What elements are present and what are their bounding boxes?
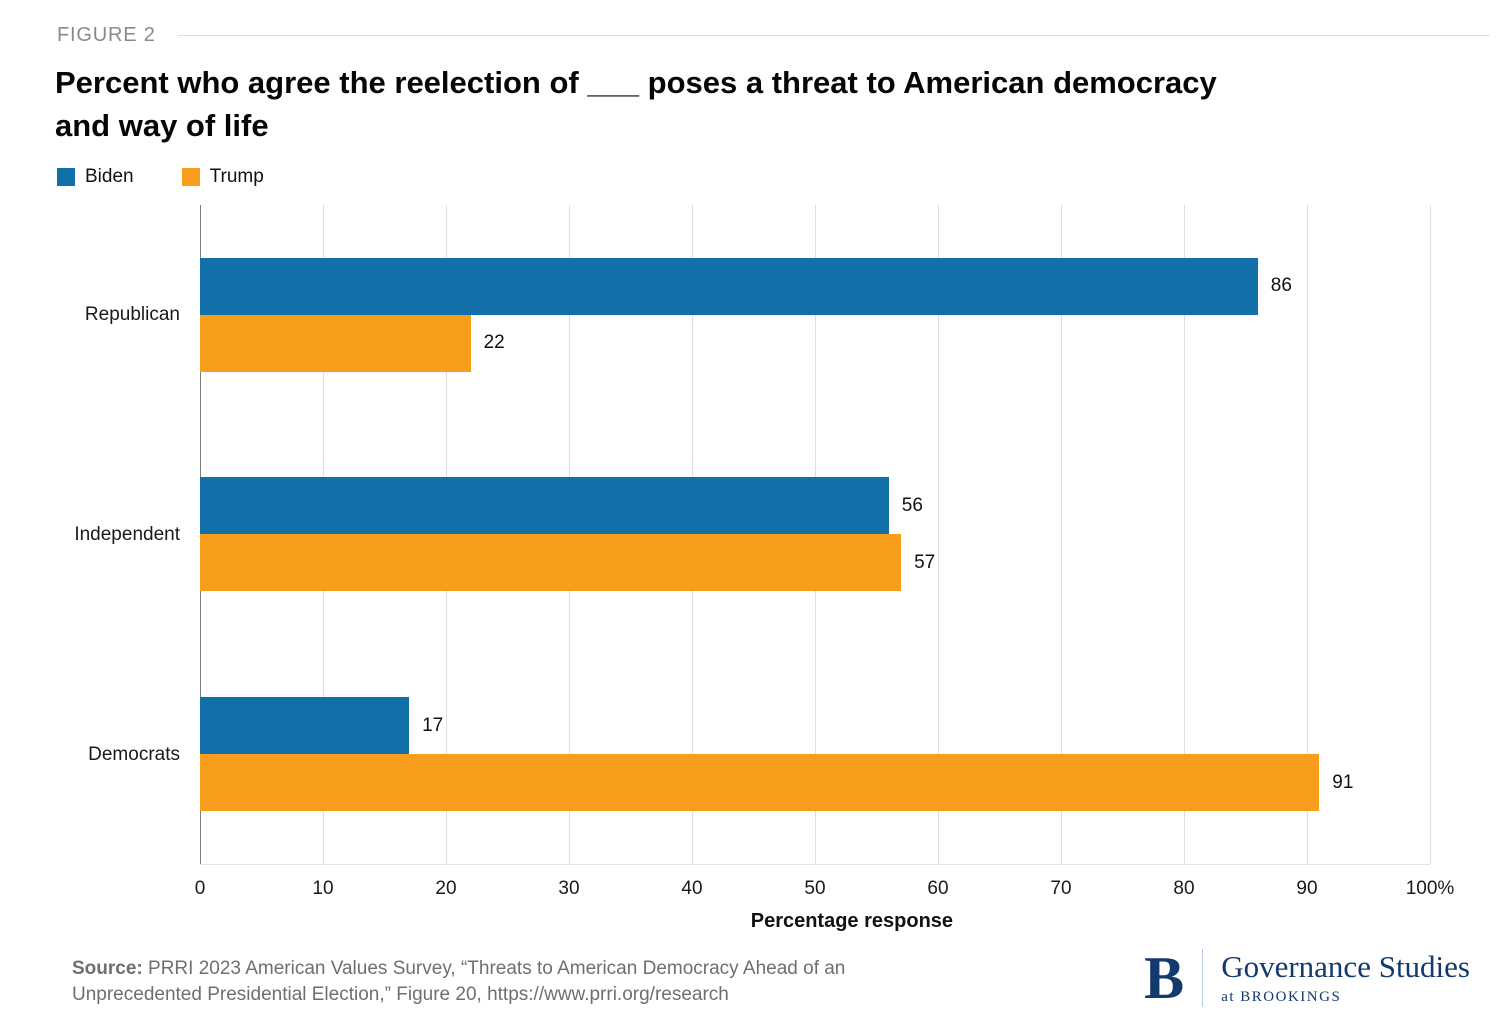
bar-trump-independent bbox=[200, 534, 902, 592]
bar-row: 17 bbox=[200, 697, 1430, 755]
x-tick-label: 50 bbox=[804, 878, 826, 899]
logo-subtitle: at BROOKINGS bbox=[1221, 988, 1342, 1005]
x-tick-label: 100% bbox=[1405, 878, 1455, 899]
bar-group-republican: 86 22 bbox=[200, 257, 1430, 372]
bar-row: 86 bbox=[200, 257, 1430, 315]
x-tick-label: 40 bbox=[681, 878, 703, 899]
x-tick-label: 70 bbox=[1050, 878, 1072, 899]
plot-area: 86 22 56 57 17 91 Percentage response 0 10 20 30… bbox=[195, 205, 1454, 932]
x-tick-label: 20 bbox=[435, 878, 457, 899]
x-tick-label: 60 bbox=[927, 878, 949, 899]
bar-group-independent: 56 57 bbox=[200, 477, 1430, 592]
logo-text: Governance Studies at BROOKINGS bbox=[1221, 950, 1470, 1005]
chart-title: Percent who agree the reelection of ___ … bbox=[55, 65, 1217, 143]
legend-item-trump: Trump bbox=[181, 166, 264, 188]
source-note: Source: PRRI 2023 American Values Survey… bbox=[72, 956, 1002, 1008]
legend: Biden Trump bbox=[57, 166, 264, 188]
category-label-democrats: Democrats bbox=[88, 744, 180, 765]
x-axis-label: Percentage response bbox=[750, 910, 954, 932]
bar-biden-democrats bbox=[200, 697, 410, 755]
bar-value-label: 91 bbox=[1332, 771, 1354, 793]
legend-label: Trump bbox=[209, 166, 264, 187]
bar-row: 22 bbox=[200, 314, 1430, 372]
bar-value-label: 17 bbox=[422, 714, 444, 736]
bar-biden-independent bbox=[200, 477, 889, 535]
bar-chart: Republican Independent Democrats 86 22 56 57 1… bbox=[0, 205, 1500, 932]
source-line1: PRRI 2023 American Values Survey, “Threa… bbox=[142, 958, 846, 979]
legend-swatch bbox=[181, 168, 200, 186]
gridline bbox=[1061, 205, 1062, 864]
category-label-independent: Independent bbox=[74, 524, 180, 545]
bar-group-democrats: 17 91 bbox=[200, 697, 1430, 812]
x-tick-label: 80 bbox=[1173, 878, 1195, 899]
gridline bbox=[1307, 205, 1308, 864]
bar-row: 57 bbox=[200, 534, 1430, 592]
source-line2: Unprecedented Presidential Election,” Fi… bbox=[72, 984, 729, 1006]
legend-item-biden: Biden bbox=[57, 166, 134, 188]
bar-trump-democrats bbox=[200, 754, 1320, 812]
gridline bbox=[1430, 205, 1431, 864]
x-tick-label: 10 bbox=[312, 878, 334, 899]
bar-value-label: 86 bbox=[1270, 275, 1292, 297]
category-label-republican: Republican bbox=[84, 304, 180, 325]
bar-trump-republican bbox=[200, 314, 471, 372]
x-tick-label: 0 bbox=[194, 878, 206, 899]
figure-rule bbox=[177, 35, 1490, 36]
bar-row: 91 bbox=[200, 754, 1430, 812]
bar-value-label: 56 bbox=[901, 494, 923, 516]
legend-label: Biden bbox=[85, 166, 134, 187]
bar-groups: 86 22 56 57 17 91 bbox=[200, 205, 1430, 864]
logo-divider bbox=[1202, 949, 1204, 1007]
logo-name: Governance Studies bbox=[1221, 949, 1470, 985]
figure-header: FIGURE 2 bbox=[57, 24, 1490, 47]
gridline bbox=[938, 205, 939, 864]
figure-label: FIGURE 2 bbox=[57, 24, 156, 46]
brookings-logo: B Governance Studies at BROOKINGS bbox=[1144, 948, 1470, 1008]
category-axis: Republican Independent Democrats bbox=[0, 205, 200, 865]
source-prefix: Source: bbox=[72, 958, 143, 979]
bar-biden-republican bbox=[200, 257, 1258, 315]
bar-value-label: 22 bbox=[483, 332, 505, 354]
brookings-b-mark: B bbox=[1144, 945, 1185, 1011]
gridline bbox=[1184, 205, 1185, 864]
x-tick-label: 90 bbox=[1296, 878, 1318, 899]
legend-swatch bbox=[57, 168, 75, 186]
x-tick-label: 30 bbox=[558, 878, 580, 899]
bar-row: 56 bbox=[200, 477, 1430, 535]
bar-value-label: 57 bbox=[914, 551, 936, 573]
